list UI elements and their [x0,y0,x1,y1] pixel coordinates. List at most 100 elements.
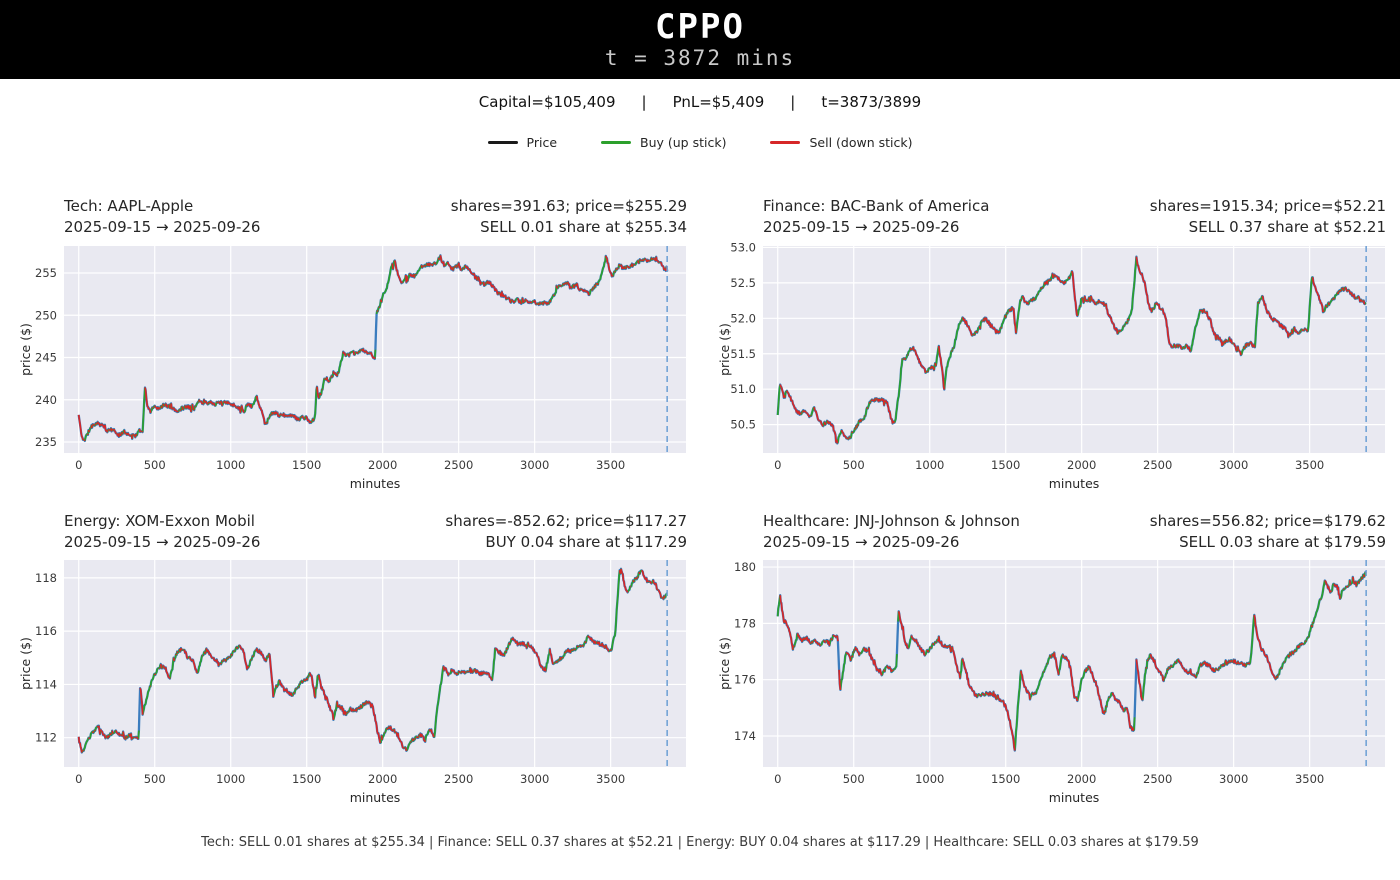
svg-text:255: 255 [35,266,57,280]
y-axis-label: price ($) [18,323,33,376]
chart-shares-price: shares=556.82; price=$179.62 [1149,511,1386,530]
price-chart-jnj: 0 500 1000 1500 2000 2500 3000 3500 174 176 178 180… [717,560,1385,805]
y-axis-label: price ($) [18,637,33,690]
svg-text:250: 250 [35,308,57,322]
svg-text:500: 500 [144,458,166,472]
y-axis-label: price ($) [717,323,732,376]
svg-text:118: 118 [35,571,57,585]
svg-text:2000: 2000 [1067,772,1096,786]
chart-last-action: SELL 0.01 share at $255.34 [480,218,687,237]
svg-text:245: 245 [35,350,57,364]
trade-summary-line: Tech: SELL 0.01 shares at $255.34 | Fina… [201,835,1199,851]
svg-text:1500: 1500 [991,772,1020,786]
svg-text:112: 112 [35,731,57,745]
svg-text:0: 0 [774,772,781,786]
svg-text:2500: 2500 [444,772,473,786]
chart-tech-aapl: Tech: AAPL-Apple 2025-09-15 → 2025-09-26… [18,196,691,495]
chart-last-action: SELL 0.03 share at $179.59 [1179,532,1386,551]
chart-title: Energy: XOM-Exxon Mobil [64,511,255,530]
svg-text:3000: 3000 [520,772,549,786]
timestep-value: t=3873/3899 [821,93,922,111]
x-axis-label: minutes [1049,790,1100,805]
chart-last-action: BUY 0.04 share at $117.29 [485,532,687,551]
svg-text:240: 240 [35,392,57,406]
chart-date-range: 2025-09-15 → 2025-09-26 [763,532,960,551]
price-chart-xom: 0 500 1000 1500 2000 2500 3000 3500 112 114 116 118… [18,560,686,805]
svg-text:1000: 1000 [216,458,245,472]
svg-text:3000: 3000 [1219,772,1248,786]
chart-header: Energy: XOM-Exxon Mobil 2025-09-15 → 202… [18,511,691,558]
chart-title: Tech: AAPL-Apple [64,197,194,215]
svg-text:0: 0 [774,458,781,472]
chart-date-range: 2025-09-15 → 2025-09-26 [763,218,960,237]
svg-text:1000: 1000 [915,772,944,786]
price-chart-bac: 0 500 1000 1500 2000 2500 3000 3500 50.5 51.0 51.5… [717,243,1385,491]
time-subtitle: t = 3872 mins [604,46,796,71]
legend-item-sell: Sell (down stick) [770,135,912,150]
svg-text:1000: 1000 [216,772,245,786]
chart-header: Tech: AAPL-Apple 2025-09-15 → 2025-09-26… [18,196,691,243]
sell-sticks [77,568,666,753]
chart-date-range: 2025-09-15 → 2025-09-26 [64,532,261,551]
chart-legend: Price Buy (up stick) Sell (down stick) [0,135,1400,150]
price-line-swatch [487,141,518,144]
svg-text:1500: 1500 [292,458,321,472]
svg-text:178: 178 [734,617,756,631]
svg-text:51.0: 51.0 [730,382,756,396]
chart-healthcare-jnj: Healthcare: JNJ-Johnson & Johnson 2025-0… [717,511,1390,810]
chart-header: Finance: BAC-Bank of America 2025-09-15 … [717,196,1390,243]
status-separator: | [641,93,647,111]
chart-finance-bac: Finance: BAC-Bank of America 2025-09-15 … [717,196,1390,495]
charts-grid: Tech: AAPL-Apple 2025-09-15 → 2025-09-26… [0,196,1400,809]
y-axis-label: price ($) [717,637,732,690]
app-title: CPPO [655,6,745,47]
sell-sticks [779,571,1367,751]
svg-text:116: 116 [35,624,57,638]
sell-line-swatch [770,141,801,144]
pnl-value: PnL=$5,409 [672,93,765,111]
buy-line-swatch [601,141,632,144]
sell-sticks [77,254,669,441]
plot-area [64,560,686,768]
svg-text:52.5: 52.5 [730,275,756,289]
svg-text:2500: 2500 [444,458,473,472]
svg-text:50.5: 50.5 [730,417,756,431]
x-axis-label: minutes [1049,476,1100,491]
svg-text:3500: 3500 [1295,772,1324,786]
status-separator: | [790,93,796,111]
legend-item-price: Price [487,135,558,150]
svg-text:176: 176 [734,673,756,687]
svg-text:3500: 3500 [596,458,625,472]
chart-header: Healthcare: JNJ-Johnson & Johnson 2025-0… [717,511,1390,558]
chart-shares-price: shares=-852.62; price=$117.27 [445,511,687,530]
svg-text:235: 235 [35,435,57,449]
svg-text:52.0: 52.0 [730,311,756,325]
capital-value: Capital=$105,409 [478,93,616,111]
svg-text:500: 500 [843,458,865,472]
svg-text:2000: 2000 [1067,458,1096,472]
chart-title: Finance: BAC-Bank of America [763,197,990,215]
svg-text:3000: 3000 [520,458,549,472]
title-bar: CPPO t = 3872 mins [0,0,1400,79]
svg-text:1500: 1500 [292,772,321,786]
svg-text:1500: 1500 [991,458,1020,472]
svg-text:2500: 2500 [1143,458,1172,472]
x-axis-label: minutes [350,476,401,491]
account-status-line: Capital=$105,409 | PnL=$5,409 | t=3873/3… [0,93,1400,111]
chart-shares-price: shares=391.63; price=$255.29 [450,197,687,215]
legend-label: Sell (down stick) [809,135,913,150]
svg-text:3000: 3000 [1219,458,1248,472]
svg-text:0: 0 [75,772,82,786]
x-axis-label: minutes [350,790,401,805]
svg-text:2000: 2000 [368,458,397,472]
chart-energy-xom: Energy: XOM-Exxon Mobil 2025-09-15 → 202… [18,511,691,810]
legend-label: Price [526,135,558,150]
svg-text:53.0: 53.0 [730,243,756,254]
svg-text:3500: 3500 [596,772,625,786]
legend-item-buy: Buy (up stick) [601,135,726,150]
sell-sticks [779,256,1366,444]
svg-text:3500: 3500 [1295,458,1324,472]
plot-area [763,560,1385,768]
chart-last-action: SELL 0.37 share at $52.21 [1188,218,1386,237]
svg-text:2000: 2000 [368,772,397,786]
